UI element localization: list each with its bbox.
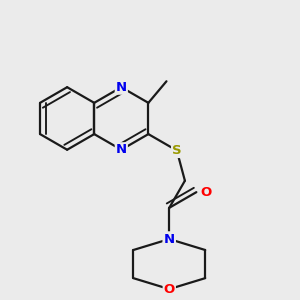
Text: N: N — [116, 81, 127, 94]
Text: O: O — [200, 186, 211, 199]
Text: N: N — [116, 143, 127, 156]
Text: S: S — [172, 144, 182, 157]
Text: O: O — [164, 283, 175, 296]
Text: N: N — [164, 232, 175, 246]
Text: N: N — [164, 232, 175, 246]
